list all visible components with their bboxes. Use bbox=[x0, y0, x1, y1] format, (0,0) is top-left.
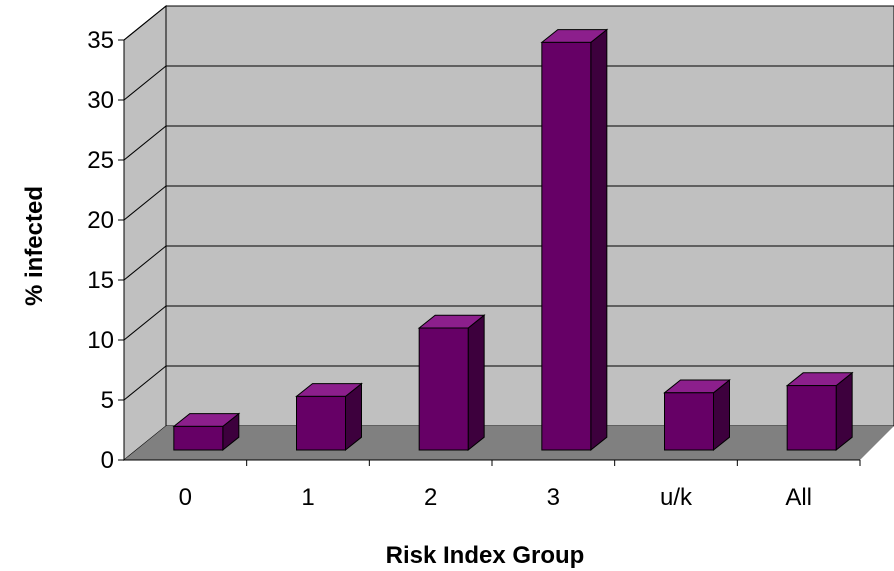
x-tick-label: All bbox=[785, 484, 812, 511]
bar-side bbox=[467, 314, 485, 452]
x-tick-label: 2 bbox=[424, 484, 437, 511]
x-axis-ticks: 0 1 2 3 u/k All bbox=[179, 460, 861, 511]
y-axis-ticks: 0 5 10 15 20 25 30 35 bbox=[87, 27, 124, 474]
bar bbox=[295, 382, 363, 452]
x-axis-title: Risk Index Group bbox=[386, 542, 585, 569]
x-tick-label: 3 bbox=[547, 484, 560, 511]
bar-front bbox=[664, 392, 714, 451]
bar-front bbox=[173, 425, 224, 451]
gridline bbox=[123, 245, 167, 281]
chart-side-wall bbox=[123, 4, 167, 462]
y-tick-label: 10 bbox=[87, 327, 114, 354]
y-tick-label: 20 bbox=[87, 207, 114, 234]
y-tick-label: 0 bbox=[101, 447, 114, 474]
bar bbox=[663, 378, 731, 452]
y-tick-label: 30 bbox=[87, 87, 114, 114]
y-tick-label: 25 bbox=[87, 147, 114, 174]
gridline bbox=[123, 65, 167, 101]
x-tick-label: 1 bbox=[301, 484, 314, 511]
bar-front bbox=[418, 327, 469, 451]
bar-front bbox=[541, 41, 592, 451]
x-tick-label: 0 bbox=[179, 484, 192, 511]
chart-floor bbox=[124, 426, 894, 460]
y-tick-label: 35 bbox=[87, 27, 114, 54]
gridlines bbox=[123, 5, 894, 401]
chart-back-wall bbox=[165, 5, 894, 427]
gridline bbox=[123, 305, 167, 341]
bar-front bbox=[786, 385, 837, 451]
gridline bbox=[123, 125, 167, 161]
bar-front bbox=[296, 395, 346, 451]
bar bbox=[785, 371, 854, 452]
bar bbox=[540, 28, 609, 452]
gridline bbox=[123, 365, 167, 401]
y-axis-title: % infected bbox=[21, 186, 48, 306]
bar-side bbox=[590, 28, 608, 452]
bar-side bbox=[835, 371, 853, 452]
bars bbox=[172, 28, 854, 452]
gridline bbox=[123, 5, 167, 41]
x-tick-label: u/k bbox=[660, 484, 693, 511]
bar bbox=[172, 412, 241, 452]
gridline bbox=[123, 185, 167, 221]
bar bbox=[417, 314, 486, 452]
y-tick-label: 5 bbox=[101, 387, 114, 414]
y-tick-label: 15 bbox=[87, 267, 114, 294]
